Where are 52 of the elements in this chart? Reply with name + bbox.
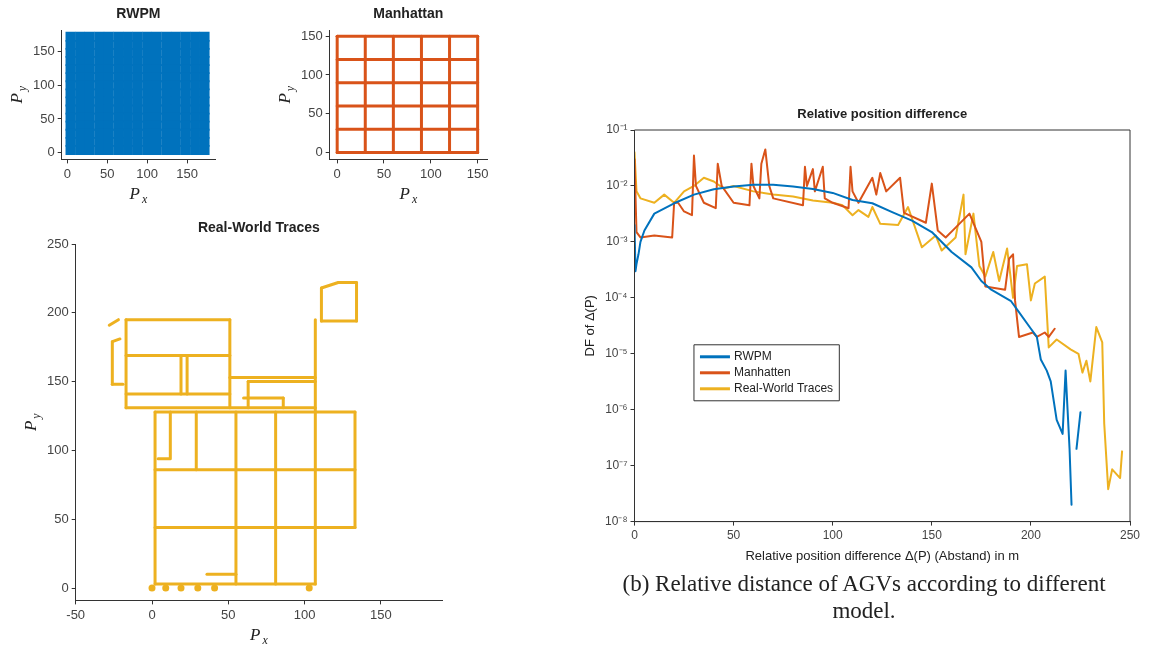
x-tick-label: 100 (136, 165, 158, 181)
legend-label: Manhatten (733, 365, 791, 380)
y-tick-label: 150 (46, 373, 69, 389)
x-tick-label: 0 (333, 165, 341, 181)
y-tick-label: 250 (46, 235, 69, 251)
x-tick-label: 50 (221, 606, 236, 622)
y-axis-title: Py (275, 85, 298, 105)
y-axis-title: Py (7, 85, 30, 105)
y-tick-label: 10⁻⁴ (604, 290, 628, 305)
y-tick-label: 200 (46, 304, 69, 320)
x-tick-label: 0 (148, 606, 156, 622)
y-tick-label: 10⁻⁸ (605, 513, 628, 528)
text: (b) Relative distance of AGVs according to different model. (621, 570, 1107, 624)
x-tick-label: 250 (1119, 528, 1141, 543)
chart-title: Real-World Traces (197, 218, 321, 235)
legend-label: Real-World Traces (733, 381, 834, 396)
y-tick-label: 10⁻¹ (606, 122, 628, 137)
chart-title: RWPM (116, 4, 161, 21)
y-tick-label: 10⁻³ (606, 234, 628, 249)
y-axis-title: Py (21, 412, 44, 433)
x-tick-label: 200 (1020, 528, 1042, 543)
y-tick-label: 0 (61, 579, 69, 595)
y-tick-label: 0 (47, 144, 55, 160)
y-axis-title: DF of Δ(P) (581, 295, 597, 357)
x-tick-label: 150 (370, 606, 392, 622)
y-tick-label: 50 (308, 105, 323, 121)
y-tick-label: 100 (46, 441, 69, 457)
y-tick-label: 0 (315, 144, 323, 159)
x-axis-title: Relative position difference Δ(P) (Abstand) in m (745, 547, 1020, 563)
y-tick-label: 10⁻⁶ (605, 402, 628, 417)
x-tick-label: 150 (921, 528, 943, 543)
x-tick-label: 50 (726, 528, 741, 543)
x-tick-label: 50 (99, 165, 115, 181)
x-tick-label: 150 (466, 165, 489, 181)
y-tick-label: 100 (32, 76, 55, 92)
x-tick-label: -50 (66, 606, 86, 622)
chart-title: Relative position difference (797, 105, 968, 121)
y-tick-label: 10⁻⁷ (605, 457, 628, 472)
x-tick-label: 100 (419, 165, 442, 181)
y-tick-label: 150 (300, 27, 323, 43)
legend-label: RWPM (733, 349, 772, 364)
y-tick-label: 10⁻⁵ (605, 346, 628, 361)
x-tick-label: 100 (822, 528, 844, 543)
chart-title: Manhattan (373, 4, 444, 21)
y-tick-label: 50 (40, 110, 55, 126)
x-tick-label: 150 (176, 165, 198, 181)
y-tick-label: 10⁻² (606, 178, 628, 193)
y-tick-label: 100 (300, 66, 323, 82)
y-tick-label: 150 (32, 43, 55, 59)
x-tick-label: 50 (376, 165, 392, 181)
x-tick-label: 0 (631, 528, 639, 543)
y-tick-label: 50 (54, 510, 69, 526)
